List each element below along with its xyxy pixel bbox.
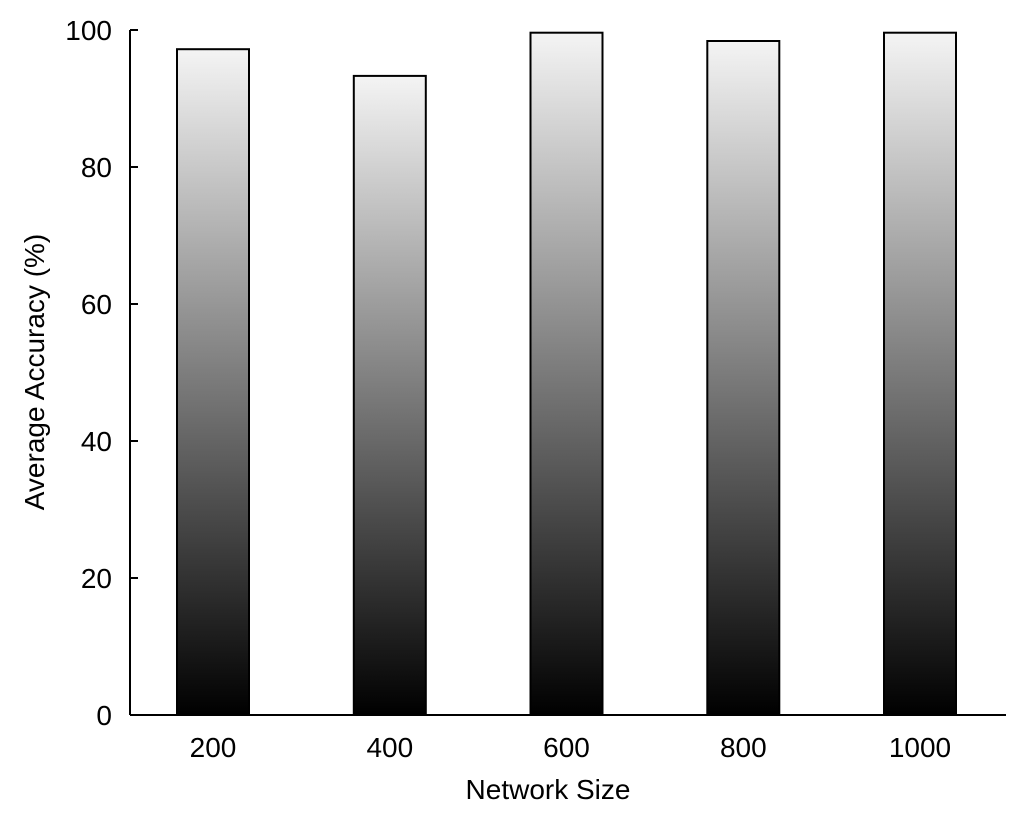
x-tick-label: 400 [366,732,413,763]
x-ticks-group: 200 400 600 800 1000 [190,732,952,763]
y-tick-label: 80 [81,152,112,183]
y-tick-label: 60 [81,289,112,320]
y-tick-label: 0 [96,700,112,731]
x-tick-label: 600 [543,732,590,763]
bar-600 [529,31,604,716]
bar-800 [706,40,781,716]
x-tick-label: 800 [720,732,767,763]
y-tick-label: 40 [81,426,112,457]
bar-1000 [883,31,957,716]
bars-group [176,31,957,716]
y-axis-label: Average Accuracy (%) [19,234,50,511]
x-tick-label: 1000 [889,732,951,763]
x-tick-label: 200 [190,732,237,763]
bar-200 [176,48,250,716]
bar-400 [352,74,427,716]
y-tick-label: 20 [81,563,112,594]
y-tick-label: 100 [65,15,112,46]
x-axis-label: Network Size [466,774,631,805]
y-ticks-group: 0 20 40 60 80 100 [65,15,138,731]
